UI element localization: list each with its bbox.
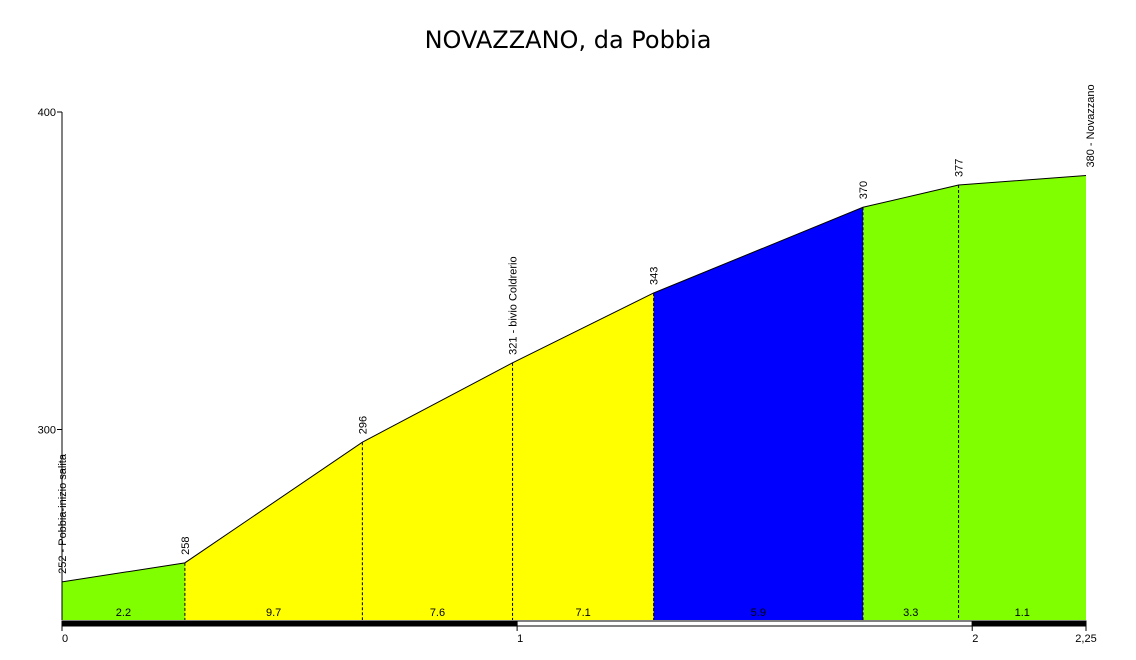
x-tick-label-3: 2,25 <box>1075 633 1096 645</box>
segment-gradient-label-5: 3.3 <box>903 607 918 619</box>
km-bar-1 <box>516 620 973 627</box>
segment-fill-3 <box>512 292 654 620</box>
point-label-6: 377 <box>954 159 966 177</box>
segment-gradient-label-4: 5.9 <box>751 607 766 619</box>
point-label-5: 370 <box>858 181 870 199</box>
segment-fill-0 <box>62 562 185 620</box>
segment-fill-4 <box>653 207 863 620</box>
x-tick-label-1: 1 <box>517 633 523 645</box>
segment-fill-1 <box>184 442 363 620</box>
profile-line <box>61 175 1087 583</box>
x-tick-label-0: 0 <box>62 633 68 645</box>
segment-fill-2 <box>362 362 513 620</box>
point-label-2: 296 <box>357 416 369 434</box>
point-label-3: 321 - bivio Coldrerio <box>508 256 520 354</box>
x-tick-label-2: 2 <box>972 633 978 645</box>
segment-gradient-label-3: 7.1 <box>575 607 590 619</box>
chart-title: NOVAZZANO, da Pobbia <box>425 26 712 54</box>
y-tick-label-1: 400 <box>38 107 56 119</box>
point-label-4: 343 <box>649 267 661 285</box>
km-bar-0 <box>61 620 518 627</box>
point-label-7: 380 - Novazzano <box>1085 84 1097 167</box>
segment-gradient-label-2: 7.6 <box>430 607 445 619</box>
y-tick-label-0: 300 <box>38 425 56 437</box>
segment-fill-6 <box>958 175 1086 620</box>
point-label-0: 252 - Pobbia-inizio salita <box>57 453 69 574</box>
point-label-1: 258 <box>180 536 192 554</box>
segment-gradient-label-6: 1.1 <box>1015 607 1030 619</box>
segment-gradient-label-1: 9.7 <box>266 607 281 619</box>
segment-fill-5 <box>862 185 959 620</box>
segment-gradient-label-0: 2.2 <box>116 607 131 619</box>
km-bar-2 <box>971 620 1087 627</box>
